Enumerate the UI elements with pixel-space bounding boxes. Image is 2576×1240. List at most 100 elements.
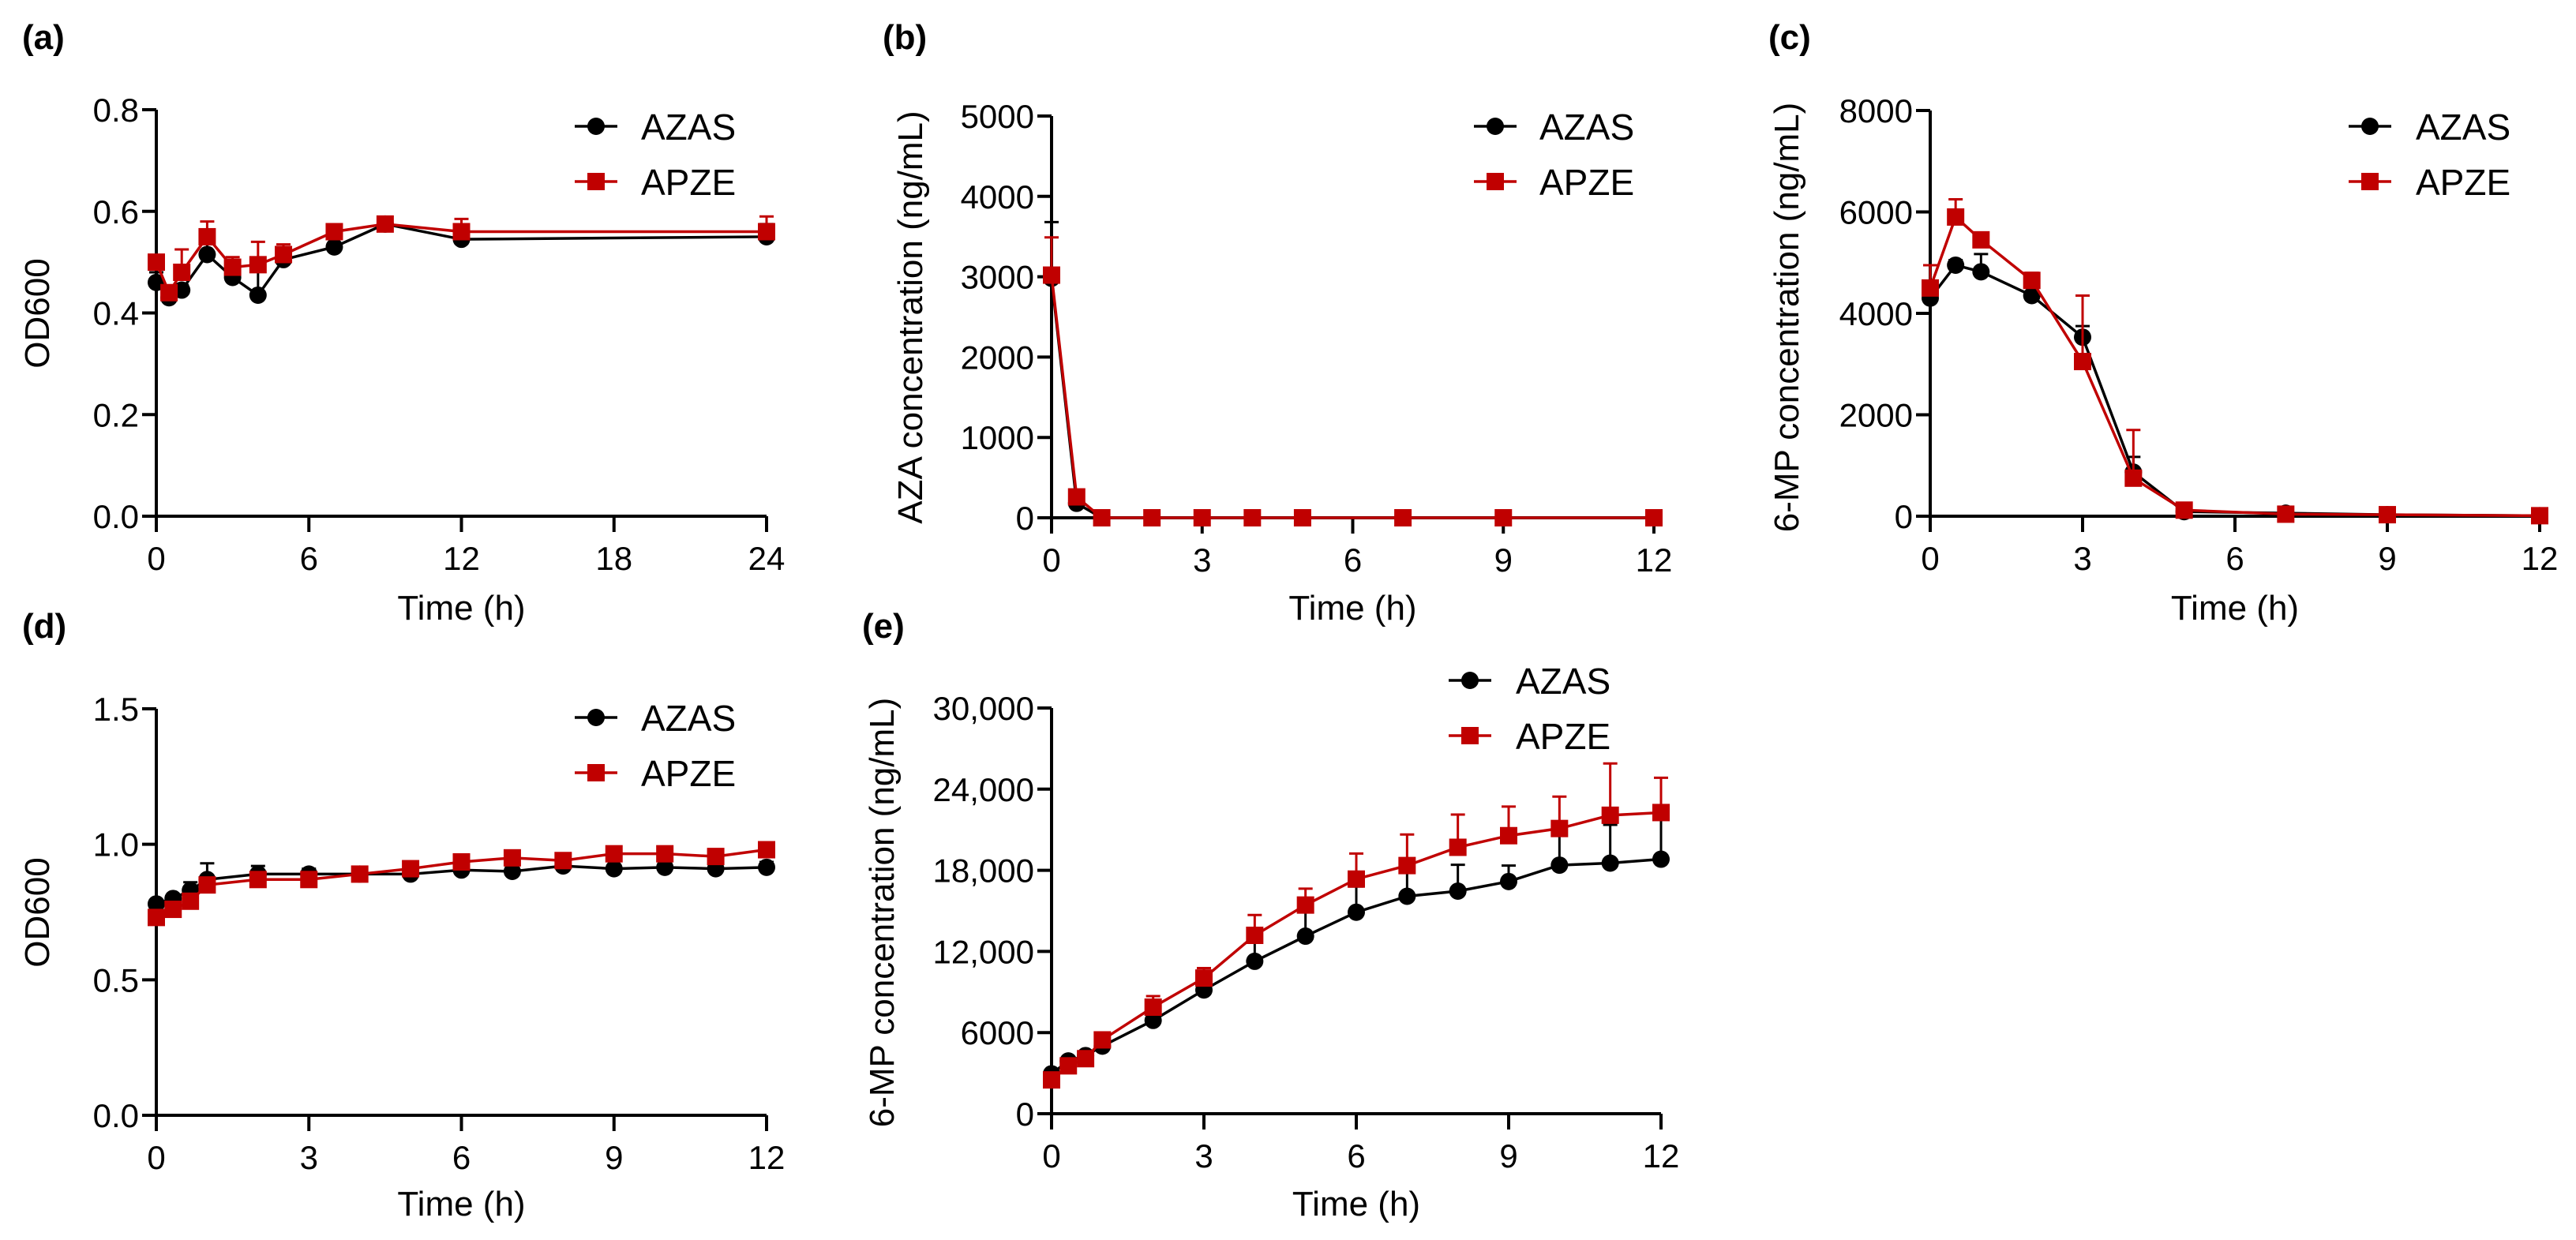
data-point	[1500, 826, 1517, 845]
x-tick-label: 9	[1494, 541, 1513, 579]
y-axis-title: 6-MP concentration (ng/mL)	[1768, 103, 1806, 533]
x-tick-label: 12	[2522, 540, 2559, 577]
data-point	[2277, 505, 2295, 523]
y-tick-label: 0	[1016, 500, 1034, 537]
legend-label: APZE	[641, 162, 736, 203]
data-point	[605, 860, 623, 878]
y-tick-label: 1.5	[93, 691, 139, 728]
data-point	[2074, 353, 2091, 371]
data-point	[148, 908, 165, 927]
x-axis-title: Time (h)	[397, 589, 525, 627]
data-point	[2531, 507, 2548, 525]
series-apze	[1043, 762, 1670, 1089]
legend-label: AZAS	[641, 698, 736, 739]
data-point	[1059, 1057, 1078, 1075]
y-tick-label: 0.4	[93, 295, 139, 332]
y-axis-title: OD600	[18, 258, 57, 368]
data-point	[1293, 509, 1311, 526]
data-point	[249, 256, 267, 274]
legend-label: AZAS	[2416, 107, 2510, 148]
legend-label: AZAS	[1539, 107, 1634, 148]
legend-label: AZAS	[641, 107, 736, 148]
x-tick-label: 3	[300, 1139, 318, 1176]
data-point	[1296, 927, 1314, 946]
y-tick-label: 12,000	[933, 933, 1034, 970]
y-tick-label: 8000	[1839, 92, 1913, 129]
series-line	[1929, 263, 2540, 518]
data-point	[2124, 469, 2143, 487]
y-tick-label: 0.6	[93, 193, 139, 230]
series-line	[1050, 275, 1654, 519]
x-tick-label: 3	[1193, 541, 1211, 579]
data-point	[1398, 887, 1416, 905]
x-tick-label: 6	[300, 540, 318, 577]
data-point	[198, 876, 216, 894]
data-point	[1093, 509, 1111, 526]
panel-a: (a) 0 6 12 18 24 0.0 0.2 0.4 0.6 0.8 Time (h) OD600 A…	[18, 18, 785, 627]
data-point	[758, 841, 775, 859]
x-tick-label: 9	[605, 1139, 623, 1176]
panel-e: (e) 0 3 6 9 12 0 6000 12,000 18,000 24,000 30,000 Ti…	[862, 607, 1679, 1223]
panel-label: (b)	[883, 18, 927, 57]
panel-d: (d) 0 3 6 9 12 0.0 0.5 1.0 1.5 Time (h) OD600 AZAS AP…	[18, 607, 785, 1223]
data-point	[2023, 287, 2041, 305]
panel-label: (a)	[22, 18, 65, 57]
legend-marker-circle	[587, 709, 605, 726]
data-point	[1246, 927, 1264, 945]
x-tick-label: 0	[1921, 540, 1939, 577]
x-tick-label: 3	[1194, 1137, 1213, 1174]
data-point	[1449, 838, 1467, 856]
y-tick-label: 6000	[1839, 194, 1913, 231]
data-point	[1972, 263, 1990, 281]
y-tick-label: 4000	[1839, 295, 1913, 332]
y-tick-label: 0.0	[93, 498, 139, 535]
x-tick-label: 6	[1347, 1137, 1365, 1174]
data-point	[1043, 1071, 1060, 1089]
data-point	[503, 863, 521, 880]
legend-marker-square	[2361, 173, 2379, 190]
data-point	[1947, 208, 1965, 226]
data-point	[1550, 819, 1569, 837]
panel-label: (e)	[862, 607, 905, 646]
x-tick-label: 9	[2378, 540, 2396, 577]
data-point	[325, 238, 343, 256]
data-point	[452, 223, 471, 241]
x-tick-label: 6	[1344, 541, 1362, 579]
data-point	[1550, 856, 1569, 875]
data-point	[148, 253, 165, 272]
panel-label: (c)	[1768, 18, 1811, 57]
data-point	[1394, 509, 1412, 526]
series-azas	[1922, 253, 2548, 525]
legend-marker-circle	[1487, 118, 1504, 135]
data-point	[758, 223, 775, 241]
data-point	[656, 845, 674, 863]
data-point	[325, 223, 343, 241]
data-point	[1449, 882, 1467, 900]
data-point	[1348, 870, 1365, 888]
data-point	[1246, 952, 1264, 970]
data-point	[148, 895, 165, 913]
legend-marker-square	[587, 764, 605, 781]
y-tick-label: 2000	[961, 339, 1034, 376]
legend-label: APZE	[2416, 162, 2510, 203]
data-point	[1500, 872, 1517, 890]
x-tick-label: 3	[2073, 540, 2091, 577]
legend-label: APZE	[1516, 716, 1610, 757]
x-tick-label: 6	[452, 1139, 471, 1176]
y-tick-label: 24,000	[933, 771, 1034, 808]
legend-label: AZAS	[1516, 661, 1610, 702]
y-axis-title: OD600	[18, 857, 57, 967]
panel-c: (c) 0 3 6 9 12 0 2000 4000 6000 8000 Time (h) 6-MP c…	[1768, 18, 2558, 627]
x-tick-label: 18	[595, 540, 632, 577]
x-axis-title: Time (h)	[2171, 589, 2299, 627]
y-tick-label: 18,000	[933, 852, 1034, 890]
data-point	[223, 258, 242, 276]
data-point	[160, 283, 178, 302]
legend-label: APZE	[641, 753, 736, 794]
data-point	[402, 860, 420, 878]
data-point	[1143, 509, 1161, 526]
data-point	[1195, 969, 1213, 987]
y-tick-label: 1.0	[93, 826, 139, 864]
data-point	[1494, 509, 1513, 526]
